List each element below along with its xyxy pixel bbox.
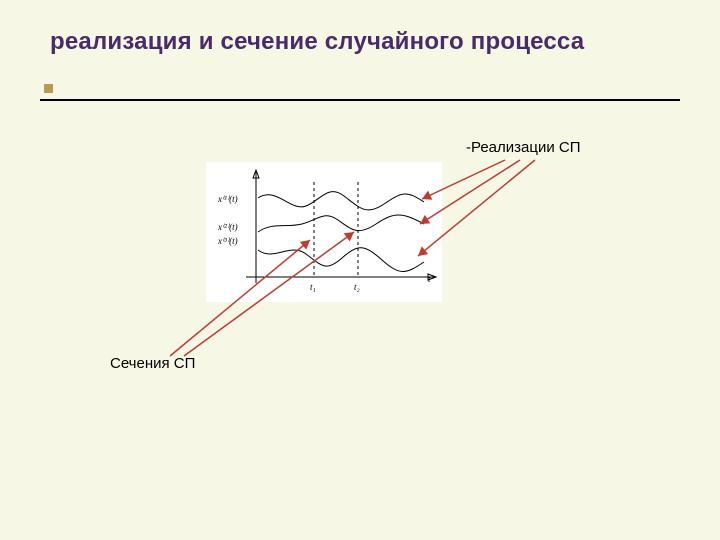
caption-sections: Сечения СП: [110, 355, 195, 372]
stochastic-process-chart: x⁽¹⁾(t)x⁽²⁾(t)x⁽³⁾(t)t₁t₂t: [206, 162, 442, 302]
slide: { "background_color": "#f7f7e6", "title"…: [0, 0, 720, 540]
svg-text:x⁽²⁾(t): x⁽²⁾(t): [217, 222, 238, 232]
caption-realizations: -Реализации СП: [466, 139, 581, 156]
svg-text:t₁: t₁: [310, 282, 316, 292]
slide-title-block: реализация и сечение случайного процесса: [50, 28, 670, 56]
title-underline: [40, 99, 680, 101]
title-bullet: [44, 84, 53, 93]
svg-text:x⁽³⁾(t): x⁽³⁾(t): [217, 236, 238, 246]
slide-title: реализация и сечение случайного процесса: [50, 28, 670, 56]
svg-text:t₂: t₂: [354, 282, 360, 292]
svg-text:x⁽¹⁾(t): x⁽¹⁾(t): [217, 194, 238, 204]
